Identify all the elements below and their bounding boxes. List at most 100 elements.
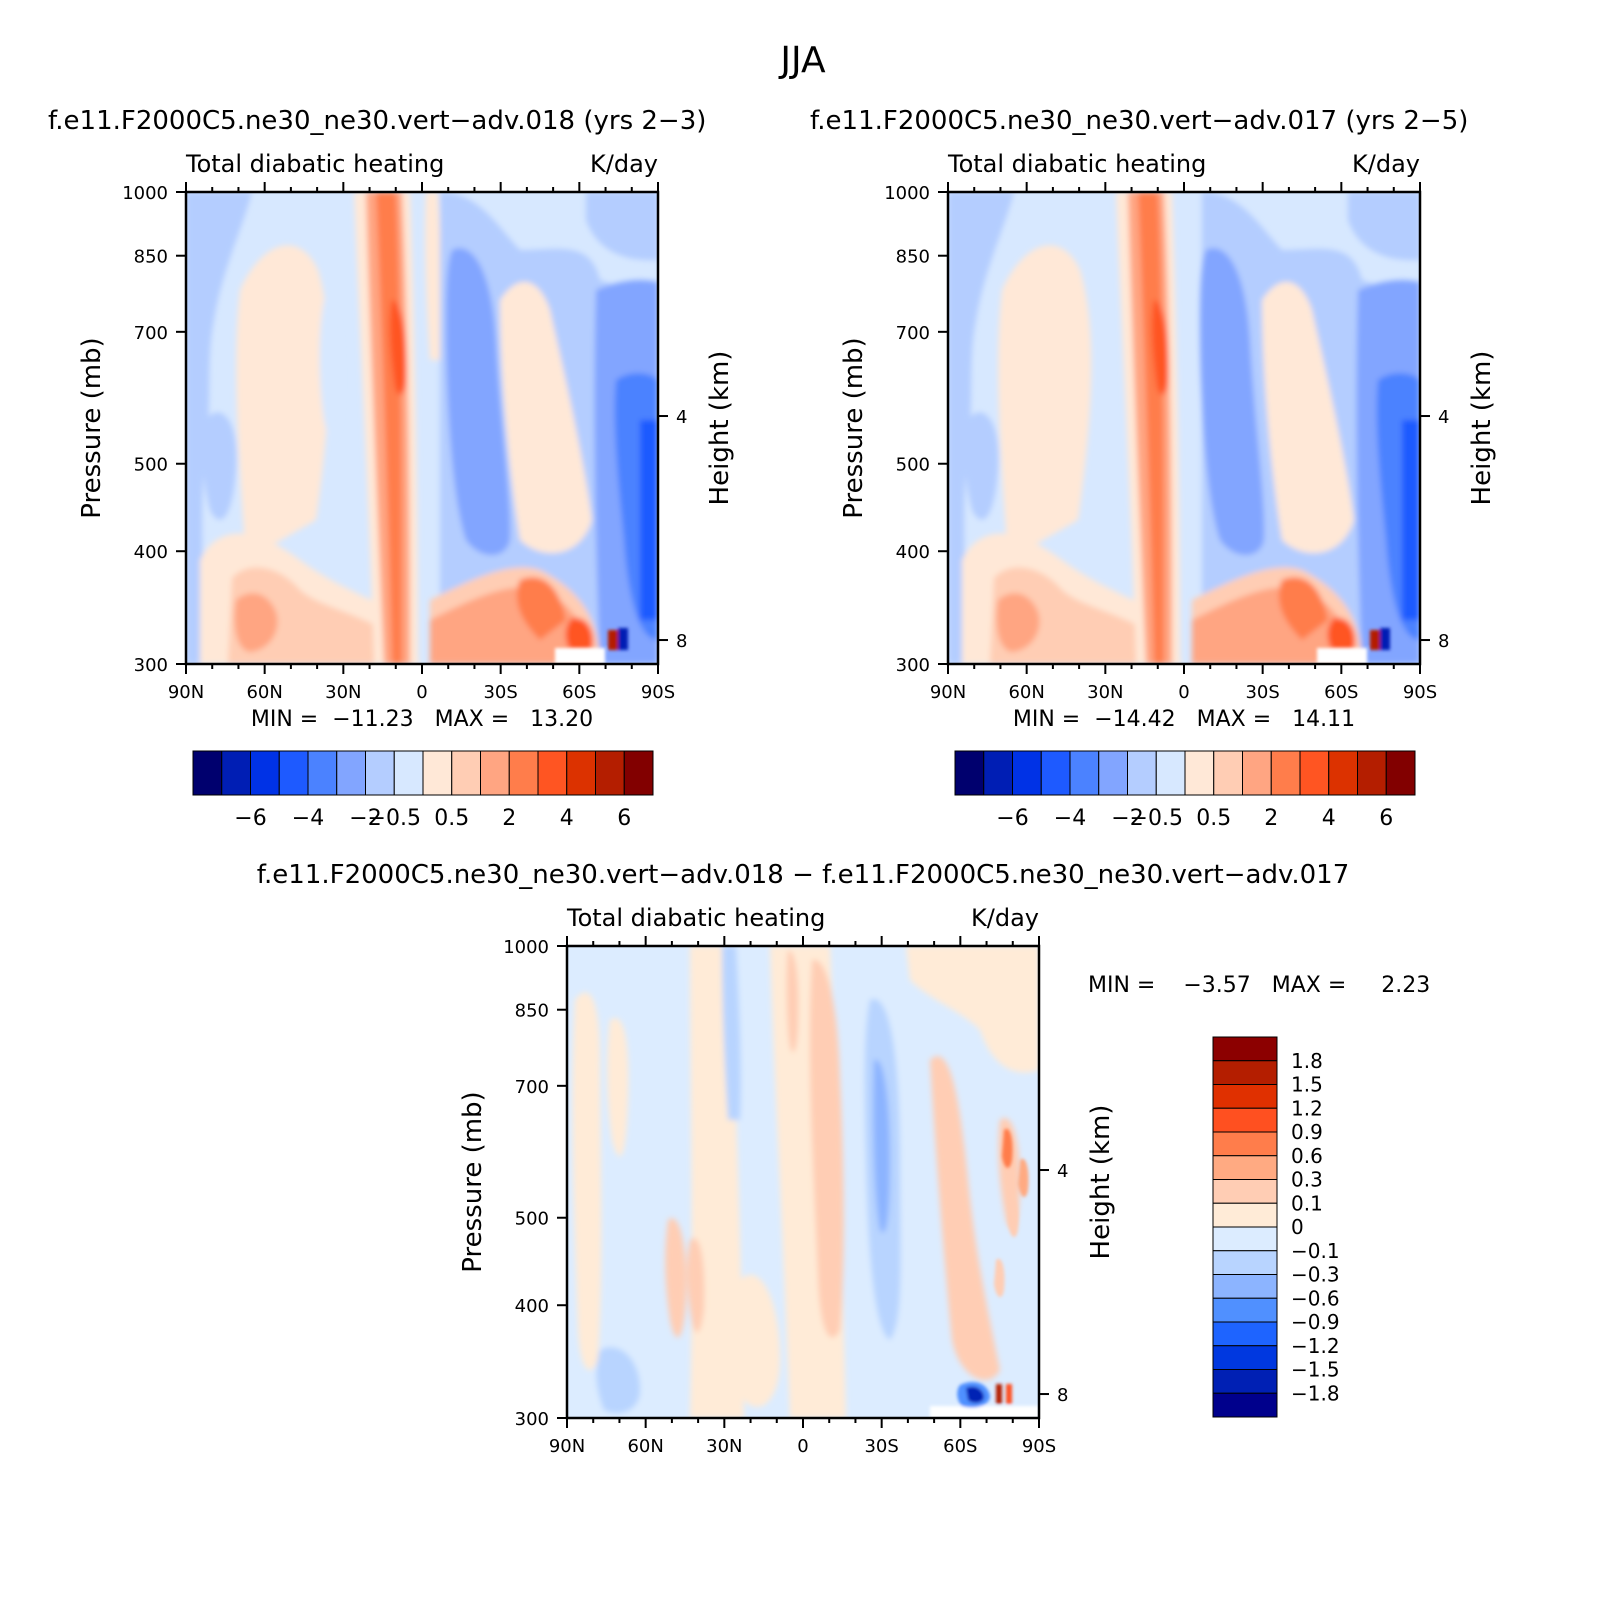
panel-3-colorbar-box xyxy=(1212,1369,1278,1394)
panel-1-contour-field xyxy=(186,192,658,664)
panel-3-colorbar-label: −0.1 xyxy=(1291,1239,1340,1263)
panel-2-colorbar-box xyxy=(1184,750,1215,796)
panel-3-colorbar-label: 0.6 xyxy=(1291,1144,1323,1168)
panel-1-y-tick-label: 700 xyxy=(134,323,168,344)
panel-1-colorbar-box xyxy=(566,750,596,796)
panel-1: f.e11.F2000C5.ne30_ne30.vert−adv.018 (yr… xyxy=(48,106,735,831)
panel-1-colorbar-box xyxy=(250,750,280,796)
panel-1-colorbar-label: 2 xyxy=(502,806,516,831)
panel-2-colorbar-box xyxy=(1098,750,1128,796)
panel-1-x-tick-label: 30N xyxy=(325,682,361,703)
panel-1-colorbar-box xyxy=(192,750,223,796)
panel-3-colorbar-box xyxy=(1212,1084,1278,1109)
panel-3-colorbar-label: −0.6 xyxy=(1291,1286,1340,1310)
panel-3-y2-tick-label: 8 xyxy=(1057,1385,1068,1406)
panel-3-colorbar-label: −0.3 xyxy=(1291,1263,1340,1287)
panel-1-subtitle-left: Total diabatic heating xyxy=(185,150,444,178)
panel-2-colorbar-box xyxy=(1012,750,1042,796)
panel-3-colorbar-box xyxy=(1212,1107,1278,1133)
panel-3-y-tick-label: 400 xyxy=(515,1296,549,1317)
panel-2-colorbar-label: −6 xyxy=(996,806,1028,831)
panel-3-y-tick-label: 850 xyxy=(515,1001,549,1022)
panel-3-x-tick-label: 90N xyxy=(549,1436,585,1457)
panel-3-colorbar-box xyxy=(1212,1131,1278,1157)
panel-1-y2-tick-label: 8 xyxy=(676,631,687,652)
panel-1-colorbar-box xyxy=(480,750,510,796)
panel-2-colorbar-label: 4 xyxy=(1322,806,1336,831)
panel-3-colorbar-box xyxy=(1212,1202,1278,1228)
panel-2-colorbar-label: 6 xyxy=(1379,806,1393,831)
panel-1-min-max: MIN = −11.23 MAX = 13.20 xyxy=(251,707,593,732)
panel-2-x-tick-label: 90N xyxy=(930,682,966,703)
panel-3-colorbar-box xyxy=(1212,1155,1278,1180)
panel-3-title: f.e11.F2000C5.ne30_ne30.vert−adv.018 − f… xyxy=(257,860,1349,890)
panel-3-colorbar-box xyxy=(1212,1226,1278,1252)
panel-3-colorbar-label: 1.2 xyxy=(1291,1096,1323,1120)
panel-3: f.e11.F2000C5.ne30_ne30.vert−adv.018 − f… xyxy=(257,860,1430,1457)
panel-1-x-tick-label: 90S xyxy=(641,682,675,703)
panel-2-y2-label: Height (km) xyxy=(1467,351,1497,506)
panel-3-colorbar-label: −1.2 xyxy=(1291,1334,1340,1358)
panel-3-colorbar-box xyxy=(1212,1321,1278,1347)
panel-2-colorbar-box xyxy=(1242,750,1272,796)
panel-3-subtitle-left: Total diabatic heating xyxy=(566,904,825,932)
panel-3-y-tick-label: 700 xyxy=(515,1077,549,1098)
panel-3-colorbar-box xyxy=(1212,1297,1278,1323)
panel-2-colorbar-box xyxy=(983,750,1013,796)
panel-3-y-tick-label: 500 xyxy=(515,1209,549,1230)
panel-1-x-tick-label: 90N xyxy=(168,682,204,703)
panel-3-colorbar-box xyxy=(1212,1274,1278,1299)
panel-2-min-max: MIN = −14.42 MAX = 14.11 xyxy=(1013,707,1355,732)
panel-1-colorbar: −6 −4 −2−0.5 0.5 2 4 6 xyxy=(192,750,654,831)
panel-1-colorbar-box xyxy=(307,750,338,796)
panel-3-units: K/day xyxy=(971,904,1039,932)
panel-2-y-tick-label: 500 xyxy=(896,455,930,476)
panel-2-colorbar-label: −0.5 xyxy=(1130,806,1183,831)
panel-1-colorbar-box xyxy=(508,750,539,796)
panel-1-units: K/day xyxy=(590,150,658,178)
panel-2-y-tick-label: 700 xyxy=(896,323,930,344)
panel-1-y-tick-label: 850 xyxy=(134,247,168,268)
panel-1-colorbar-box xyxy=(221,750,251,796)
panel-1-y-tick-label: 300 xyxy=(134,655,168,676)
panel-3-x-tick-label: 30N xyxy=(706,1436,742,1457)
panel-1-colorbar-label: −0.5 xyxy=(368,806,421,831)
panel-3-colorbar-label: 0.3 xyxy=(1291,1168,1323,1192)
panel-3-x-tick-label: 90S xyxy=(1022,1436,1056,1457)
panel-1-colorbar-label: −4 xyxy=(292,806,324,831)
panel-1-x-tick-label: 30S xyxy=(483,682,517,703)
panel-2-x-tick-label: 30N xyxy=(1087,682,1123,703)
panel-3-colorbar-box xyxy=(1212,1250,1278,1275)
panel-3-y-label: Pressure (mb) xyxy=(458,1091,488,1272)
panel-2-y-label: Pressure (mb) xyxy=(839,337,869,518)
panel-2-y2-tick-label: 4 xyxy=(1438,407,1449,428)
panel-2: f.e11.F2000C5.ne30_ne30.vert−adv.017 (yr… xyxy=(810,106,1497,831)
panel-1-x-tick-label: 60S xyxy=(562,682,596,703)
panel-3-colorbar-box xyxy=(1212,1060,1278,1085)
panel-1-y-tick-label: 1000 xyxy=(122,183,168,204)
panel-2-colorbar-box xyxy=(954,750,985,796)
panel-3-min-max: MIN = −3.57 MAX = 2.23 xyxy=(1088,973,1430,998)
panel-3-x-tick-label: 60S xyxy=(943,1436,977,1457)
panel-3-y2-label: Height (km) xyxy=(1086,1105,1116,1260)
panel-1-y2-label: Height (km) xyxy=(705,351,735,506)
panel-3-colorbar-label: −1.8 xyxy=(1291,1381,1340,1405)
panel-2-y-tick-label: 400 xyxy=(896,542,930,563)
panel-2-x-tick-label: 0 xyxy=(1178,682,1189,703)
panel-3-x-tick-label: 30S xyxy=(864,1436,898,1457)
panel-2-contour-field xyxy=(948,192,1420,664)
panel-3-contour-field xyxy=(567,946,1039,1418)
panel-2-colorbar-box xyxy=(1040,750,1071,796)
panel-1-title: f.e11.F2000C5.ne30_ne30.vert−adv.018 (yr… xyxy=(48,106,706,136)
panel-2-subtitle-left: Total diabatic heating xyxy=(947,150,1206,178)
panel-1-y-tick-label: 400 xyxy=(134,542,168,563)
panel-1-colorbar-box xyxy=(451,750,481,796)
panel-2-x-tick-label: 60N xyxy=(1008,682,1044,703)
panel-2-colorbar-label: 0.5 xyxy=(1196,806,1231,831)
panel-1-colorbar-label: 0.5 xyxy=(434,806,469,831)
panel-3-colorbar-label: 0 xyxy=(1291,1215,1304,1239)
panel-1-colorbar-box xyxy=(365,750,395,796)
panel-2-colorbar-box xyxy=(1155,750,1186,796)
panel-3-colorbar-box xyxy=(1212,1345,1278,1370)
